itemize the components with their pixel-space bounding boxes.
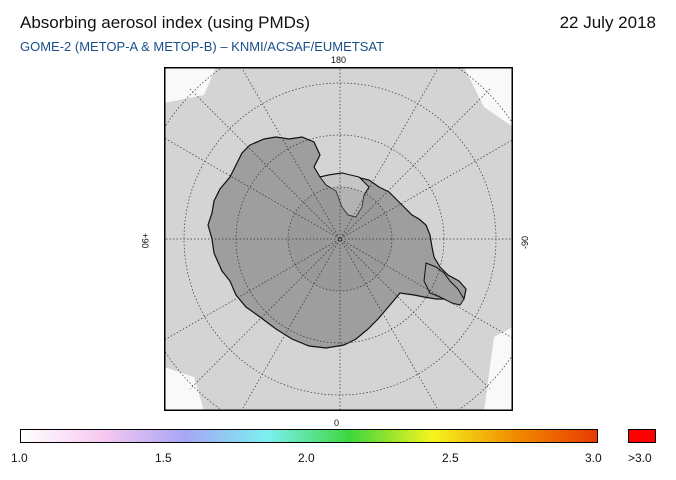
ross-sea-bay bbox=[319, 172, 370, 218]
map-date: 22 July 2018 bbox=[559, 13, 656, 32]
graticule bbox=[164, 67, 513, 411]
map-subtitle: GOME-2 (METOP-A & METOP-B) – KNMI/ACSAF/… bbox=[20, 39, 385, 54]
colorbar-tick-label: 2.5 bbox=[442, 451, 459, 465]
polar-map-svg bbox=[164, 67, 513, 411]
colorbar-overflow-label: >3.0 bbox=[628, 451, 652, 465]
lon-label-left: +90 bbox=[140, 233, 150, 249]
colorbar bbox=[20, 429, 598, 443]
lon-label-bottom: 0 bbox=[334, 418, 340, 428]
colorbar-overflow-swatch bbox=[628, 429, 656, 443]
lon-label-right: -90 bbox=[520, 235, 530, 249]
swath-gap bbox=[484, 327, 513, 411]
colorbar-tick-label: 2.0 bbox=[298, 451, 315, 465]
colorbar-tick-label: 3.0 bbox=[585, 451, 602, 465]
map-border bbox=[164, 67, 513, 411]
colorbar-tick-label: 1.5 bbox=[155, 451, 172, 465]
polar-map bbox=[164, 67, 513, 411]
antarctic-peninsula bbox=[423, 262, 465, 306]
colorbar-tick-label: 1.0 bbox=[11, 451, 28, 465]
swath-gap bbox=[164, 367, 204, 411]
swath-gap bbox=[164, 67, 216, 103]
lon-label-top: 180 bbox=[331, 55, 347, 65]
map-title: Absorbing aerosol index (using PMDs) bbox=[20, 13, 311, 32]
